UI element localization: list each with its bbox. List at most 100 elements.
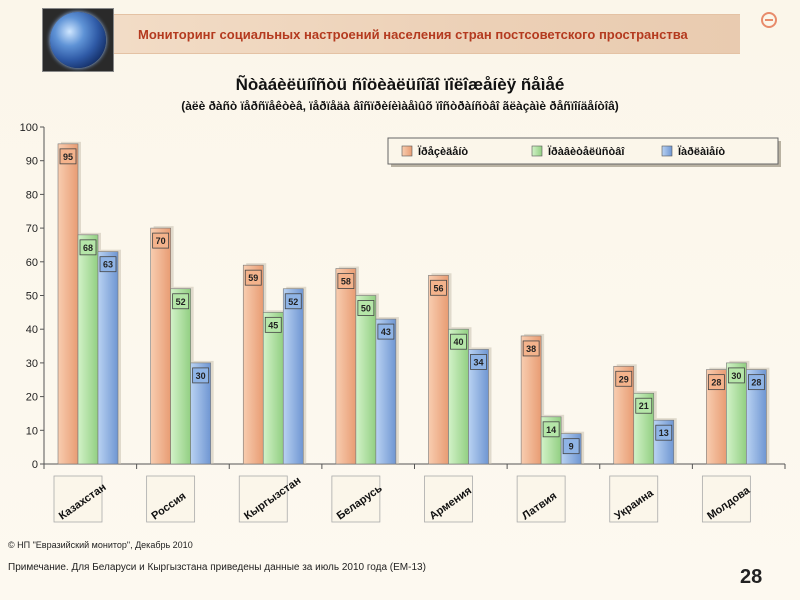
bar [282, 288, 304, 465]
header-title: Мониторинг социальных настроений населен… [138, 26, 688, 42]
y-tick-label: 40 [26, 324, 38, 336]
category-label-group: Латвия [516, 475, 566, 523]
data-label: 9 [569, 442, 574, 452]
data-label-box [152, 232, 170, 249]
legend [387, 137, 779, 165]
data-label-box [522, 340, 540, 357]
data-label: 58 [341, 277, 351, 287]
data-label-box [727, 367, 745, 384]
minus-circle-icon[interactable] [761, 12, 777, 28]
source-note: © НП "Евразийский монитор", Декабрь 2010 [8, 540, 193, 550]
globe-icon [50, 12, 106, 68]
data-label: 40 [453, 337, 463, 347]
bar [97, 251, 119, 465]
category-label-frame [331, 475, 381, 523]
data-label: 21 [639, 401, 649, 411]
data-label-box [707, 374, 725, 391]
data-label-box [377, 323, 395, 340]
bar [468, 349, 489, 465]
category-label-frame [424, 475, 473, 523]
bar [520, 335, 542, 465]
chart-title: Ñòàáèëüíîñòü ñîöèàëüíîãî ïîëîæåíèÿ ñåìåé [235, 75, 565, 94]
data-label: 43 [381, 327, 391, 337]
data-label: 30 [196, 371, 206, 381]
category-label-frame [146, 475, 196, 523]
data-label-box [562, 438, 580, 455]
data-label: 63 [103, 260, 113, 270]
bar [170, 288, 191, 465]
category-label-group: Казахстан [53, 475, 108, 523]
category-label-frame [238, 475, 288, 523]
category-label-group: Армения [424, 475, 474, 523]
bar [746, 369, 767, 465]
y-tick-label: 20 [26, 392, 38, 404]
data-label-box [337, 273, 355, 289]
legend-swatch [661, 145, 673, 157]
bar [262, 312, 284, 465]
y-tick-label: 70 [26, 223, 38, 235]
bar [57, 143, 79, 465]
category-label-group: Россия [146, 475, 196, 523]
data-label: 38 [526, 344, 536, 354]
data-label: 95 [63, 152, 73, 162]
y-tick-label: 100 [20, 122, 38, 134]
y-tick-label: 60 [26, 257, 38, 269]
bar [77, 234, 99, 465]
data-label: 28 [711, 378, 721, 388]
y-tick-label: 30 [26, 358, 38, 370]
legend-label: Ïðàâèòåëüñòâî [547, 145, 625, 158]
data-label: 68 [83, 243, 93, 253]
bar [355, 295, 377, 465]
category-label-frame [701, 475, 751, 523]
y-tick-label: 10 [26, 425, 38, 437]
category-label-frame [53, 475, 103, 523]
footnote: Примечание. Для Беларуси и Кыргызстана п… [8, 562, 426, 573]
legend-swatch [401, 145, 413, 157]
data-label: 56 [433, 283, 443, 293]
category-label-group: Кыргызстан [238, 475, 303, 523]
data-label-box [615, 370, 633, 387]
category-label-group: Молдова [701, 475, 753, 523]
globe-logo [42, 8, 114, 72]
data-label-box [430, 279, 447, 296]
data-label: 28 [751, 378, 761, 388]
bar-chart: 0 10 20 30 40 50 60 70 80 90 100 95 68 63 70 52 30 59 45 5… [20, 122, 786, 523]
data-label-box [172, 293, 190, 310]
data-label: 50 [361, 304, 371, 314]
data-label-box [747, 374, 765, 391]
bar [375, 318, 397, 465]
y-tick-label: 0 [32, 459, 38, 471]
category-label-group: Украина [609, 475, 659, 523]
data-label-box [357, 300, 375, 316]
page-number: 28 [740, 566, 763, 588]
data-label: 34 [473, 357, 483, 367]
category-label-frame [516, 475, 566, 523]
data-label-box [244, 269, 262, 286]
category-label-frame [609, 475, 659, 523]
chart-subtitle: (àëè ðàñò ïåðñïåêòèâ, ïåðïåäà âîñïðèíèìà… [181, 99, 619, 113]
data-label-box [635, 397, 653, 414]
data-label: 14 [546, 425, 556, 435]
data-label-box [542, 421, 560, 438]
bar [335, 268, 357, 465]
data-label-box [450, 333, 467, 350]
legend-label: Ïàðëàìåíò [677, 145, 725, 158]
data-label: 13 [659, 428, 669, 438]
data-label-box [79, 239, 97, 256]
data-label-box [284, 293, 302, 310]
bar [190, 362, 211, 465]
y-tick-label: 90 [26, 156, 38, 168]
data-label-box [264, 316, 282, 333]
data-label: 52 [288, 297, 298, 307]
data-label-box [655, 424, 673, 441]
y-tick-label: 80 [26, 189, 38, 201]
legend-label: Ïðåçèäåíò [417, 145, 468, 158]
legend-swatch [531, 145, 543, 157]
data-label: 70 [156, 236, 166, 246]
bar [428, 274, 449, 465]
data-label: 30 [731, 371, 741, 381]
data-label: 52 [176, 297, 186, 307]
data-label-box [192, 367, 210, 384]
data-label: 29 [619, 374, 629, 384]
data-label-box [99, 256, 117, 273]
